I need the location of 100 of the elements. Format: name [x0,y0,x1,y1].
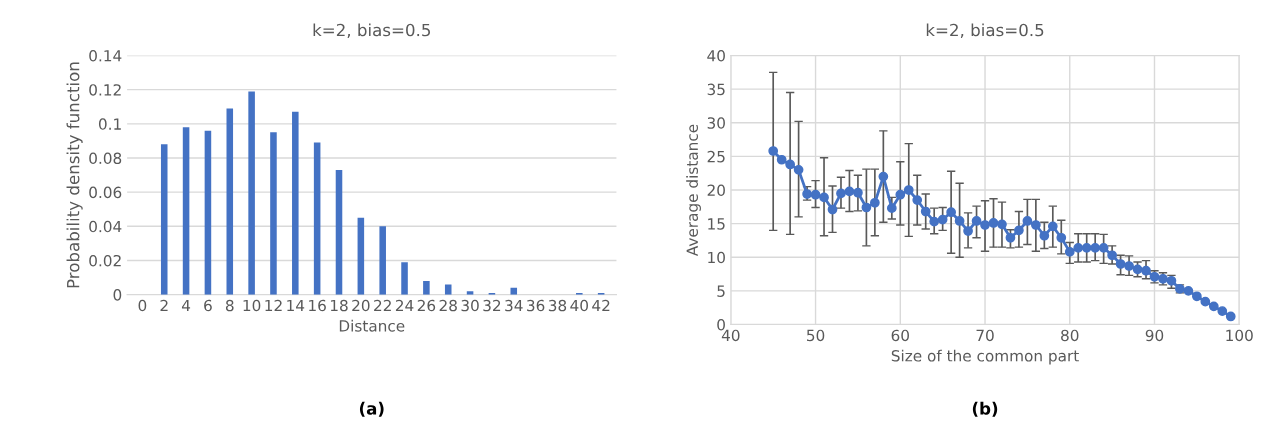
x-tick-label: 100 [1226,329,1253,342]
point [810,189,821,200]
bar [182,127,190,295]
point [819,192,829,203]
text: (a) [359,401,384,417]
bar [401,262,408,295]
y-tick-label: 0.02 [89,254,121,267]
point [963,226,973,236]
bar [335,169,343,295]
x-tick-label: 32 [483,299,501,312]
point [946,207,956,218]
x-tick-label: 70 [976,329,994,342]
point [844,186,855,197]
point [886,203,897,214]
x-tick-label: 8 [225,299,234,312]
x-tick-label: 10 [243,299,261,312]
point [1064,247,1075,257]
point [878,171,889,182]
x-tick-label: 14 [287,299,305,312]
point [997,219,1007,230]
point [861,202,872,213]
point [954,216,965,226]
point [1141,265,1151,276]
x-tick-label: 4 [181,299,191,312]
bar [444,284,452,295]
bar [379,226,386,295]
x-tick-label: 60 [891,329,909,342]
y-tick-label: 0.1 [98,118,121,130]
point [836,188,846,199]
x-axis-title: Distance [339,319,405,332]
point [912,195,923,205]
y-tick-label: 0.04 [89,220,122,233]
x-tick-label: 26 [417,299,436,312]
y-tick-label: 35 [707,83,725,96]
point [1217,306,1228,316]
point [870,197,880,208]
point [1183,286,1194,296]
point [1208,301,1219,312]
point [1047,221,1058,232]
point [1191,291,1202,302]
y-tick-label: 30 [707,117,725,129]
point [1005,232,1016,243]
x-tick-label: 24 [395,299,414,312]
x-tick-label: 6 [204,299,212,312]
point [1056,232,1067,243]
y-axis-title: Probability density function [66,62,83,288]
point [1031,220,1041,230]
y-tick-label: 0 [717,318,725,331]
y-tick-label: 0.06 [89,186,122,199]
x-tick-label: 16 [309,299,326,312]
x-tick-label: 2 [160,299,168,312]
x-tick-label: 30 [461,299,479,312]
bar [313,142,321,295]
bar [160,144,168,295]
bar [270,132,277,295]
point [980,220,990,230]
bar [248,91,255,295]
x-tick-label: 90 [1145,329,1164,342]
y-axis-title: Average distance [686,124,701,257]
point [971,216,982,226]
bar [510,287,518,295]
point [853,187,863,198]
y-tick-label: 15 [708,218,725,230]
y-tick-label: 0.08 [89,152,122,165]
x-tick-label: 12 [265,299,282,312]
x-tick-label: 38 [548,299,567,312]
point [1081,242,1092,253]
point [802,189,812,199]
point [920,206,931,217]
y-tick-label: 5 [717,285,725,297]
point [1014,225,1024,236]
x-tick-label: 40 [570,299,588,312]
x-tick-label: 28 [439,299,457,312]
x-tick-label: 36 [527,299,545,312]
point [768,146,779,156]
x-tick-label: 18 [330,299,348,312]
x-tick-label: 42 [592,299,610,312]
point [1124,261,1134,271]
x-tick-label: 22 [374,299,391,312]
bar [226,108,234,295]
y-tick-label: 0.12 [89,84,121,96]
point [1200,296,1211,307]
y-tick-label: 25 [707,150,725,163]
point [1022,216,1033,226]
bar [292,111,299,295]
point [1225,311,1236,322]
y-tick-label: 40 [707,49,725,62]
chart-title: k=2, bias=0.5 [313,23,431,38]
point [937,214,948,225]
point [1090,242,1101,253]
x-tick-label: 20 [352,299,370,312]
y-tick-label: 20 [707,184,725,197]
point [903,185,914,195]
x-tick-label: 80 [1061,329,1079,342]
point [895,189,906,200]
point [1039,230,1050,241]
bar [204,130,212,295]
point [776,154,787,165]
point [785,159,796,170]
bar [423,280,430,295]
